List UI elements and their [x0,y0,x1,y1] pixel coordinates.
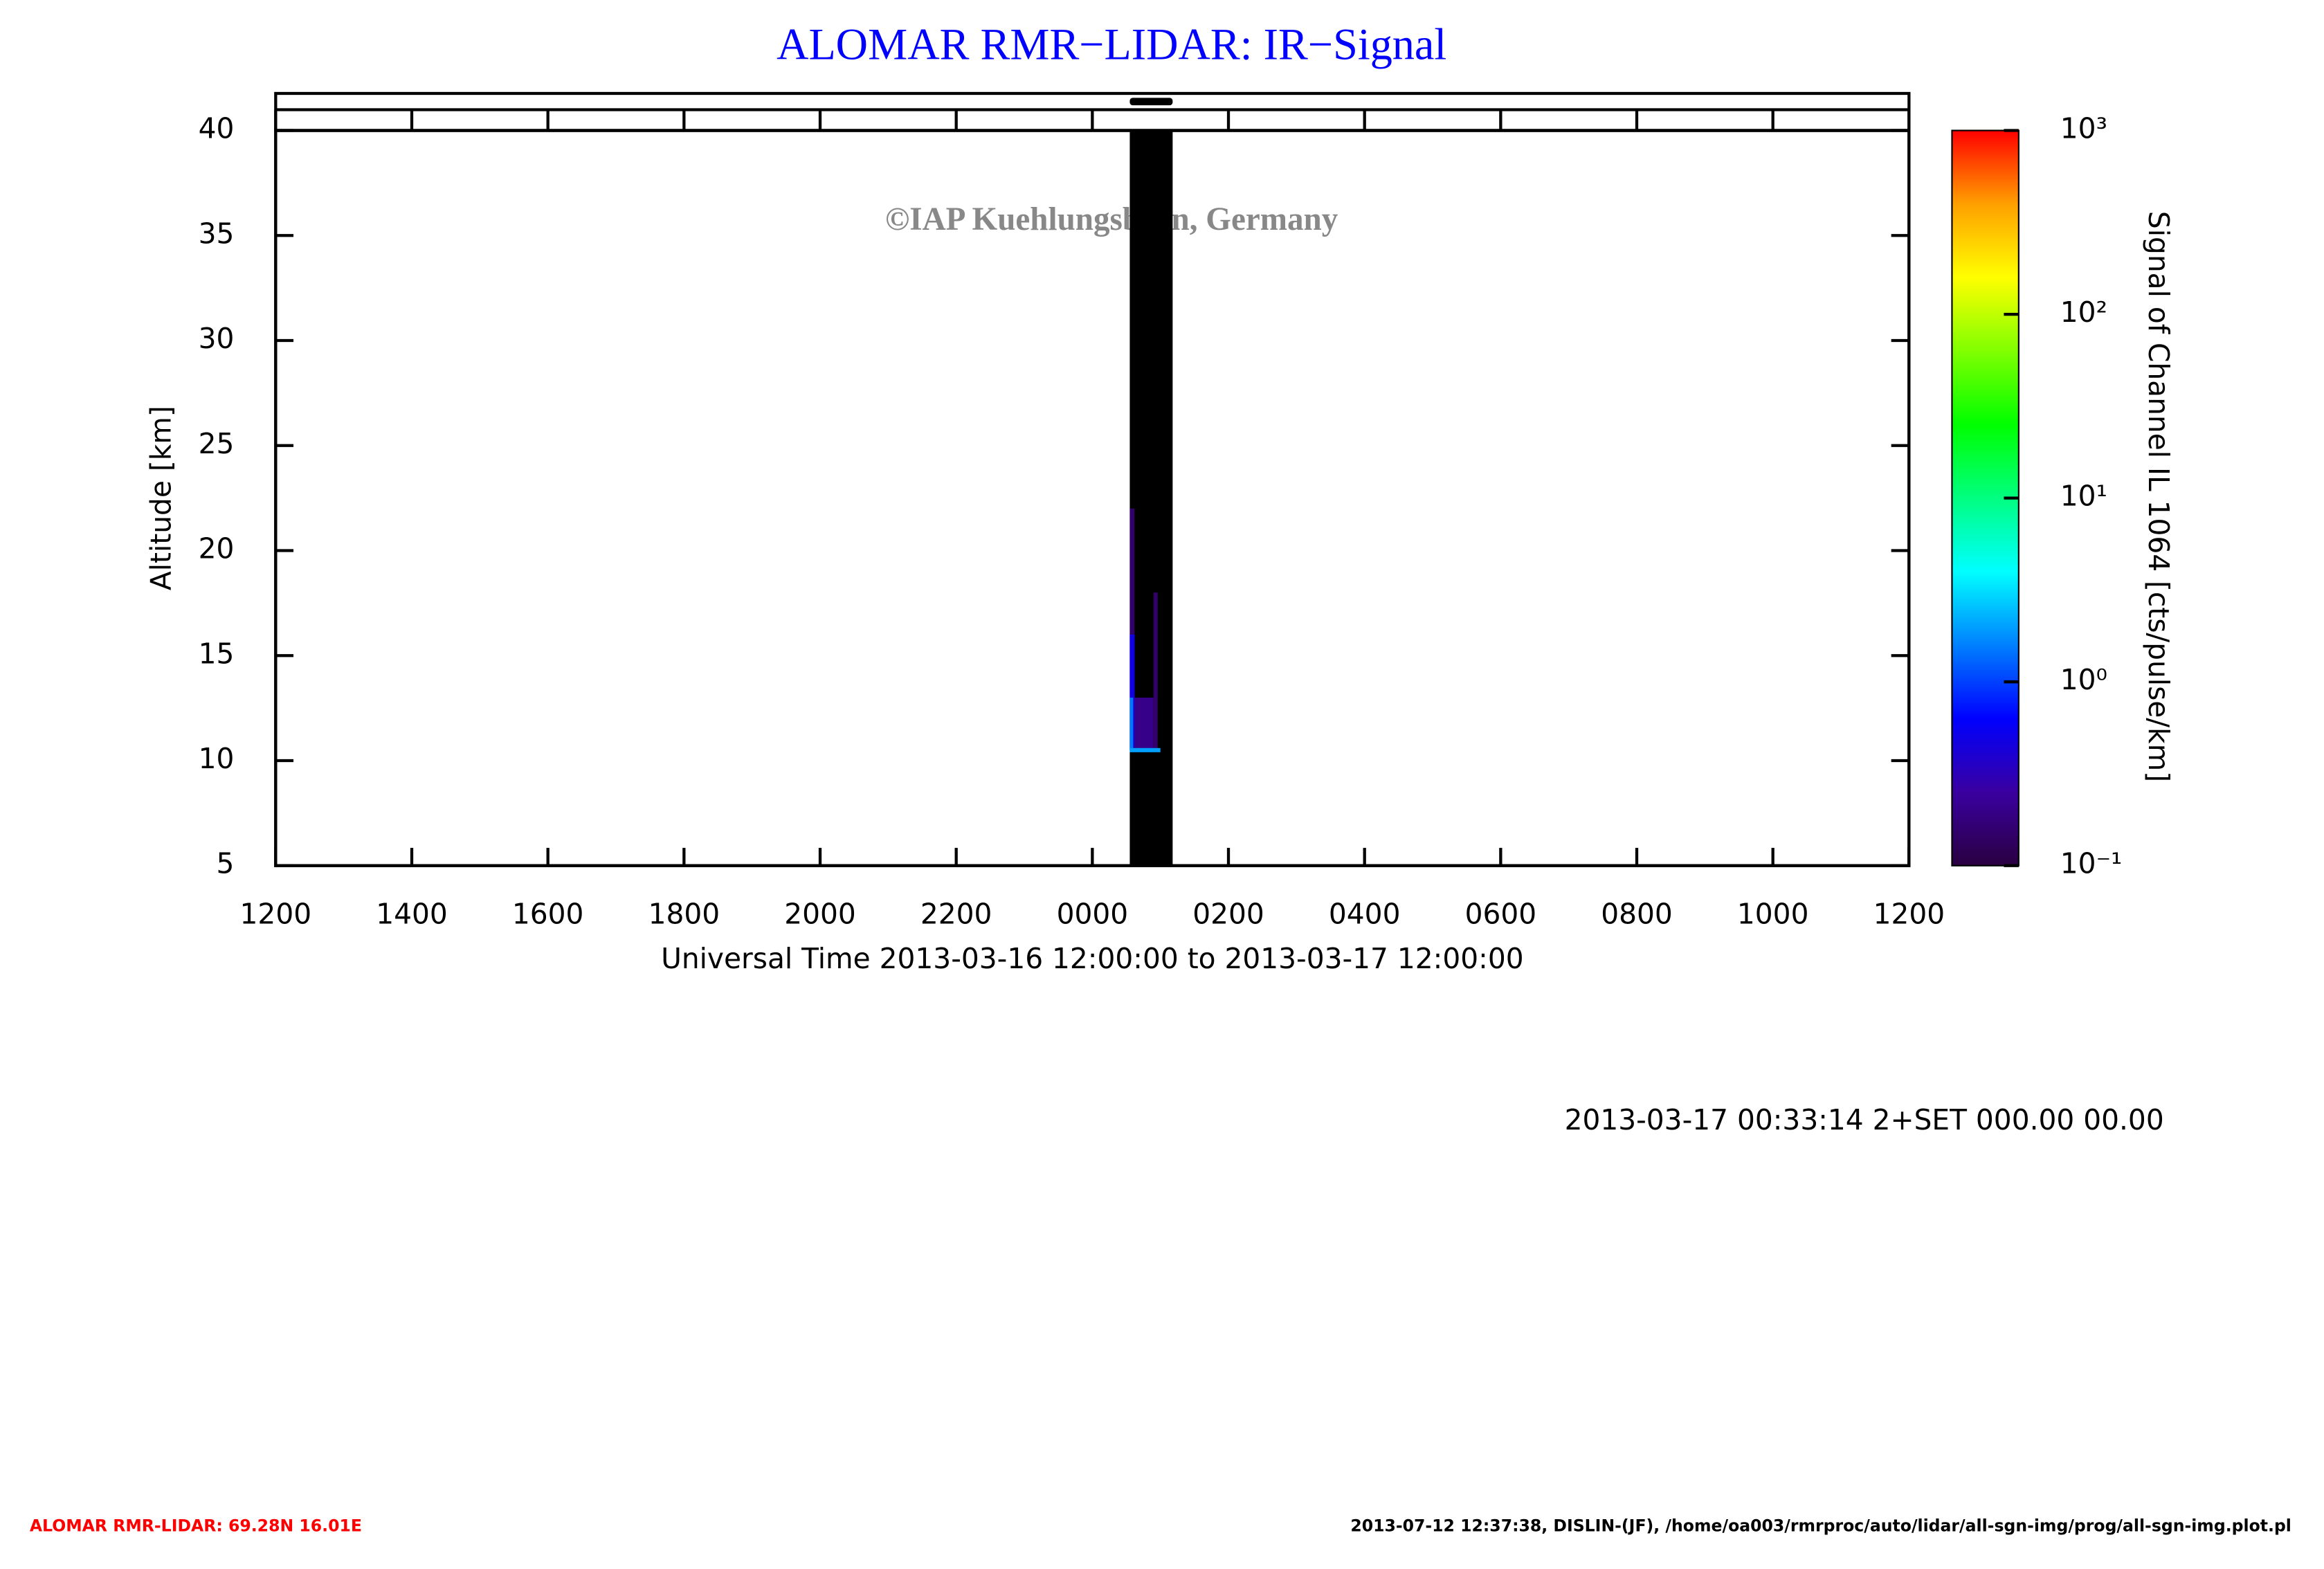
x-tick-label: 2000 [784,898,856,931]
y-tick-label: 40 [199,112,235,145]
colorbar-tick-label: 10⁻¹ [2060,847,2123,880]
colorbar-tick-label: 10⁰ [2060,663,2107,696]
x-axis-label: Universal Time 2013-03-16 12:00:00 to 20… [661,942,1524,975]
y-tick-label: 25 [199,427,235,460]
chart-title: ALOMAR RMR−LIDAR: IR−Signal [777,19,1446,69]
signal-cell [1129,747,1161,752]
y-tick-label: 20 [199,532,235,565]
measurement-window [1129,130,1173,866]
signal-cell [1134,697,1154,750]
signal-cell [1129,634,1135,750]
y-tick-label: 15 [199,637,235,670]
x-tick-label: 1200 [1873,898,1945,931]
x-tick-label: 1600 [512,898,584,931]
colorbar-label: Signal of Channel IL 1064 [cts/pulse/km] [2142,211,2175,782]
y-tick-label: 35 [199,217,235,250]
x-tick-label: 0600 [1465,898,1537,931]
y-tick-label: 10 [199,742,235,775]
signal-cell [1129,508,1135,750]
x-tick-label: 1800 [648,898,720,931]
plot-info: 2013-07-12 12:37:38, DISLIN-(JF), /home/… [1350,1516,2291,1535]
colorbar-tick-label: 10³ [2060,112,2107,145]
signal-cell [1129,697,1134,750]
x-tick-label: 1200 [240,898,312,931]
watermark: ©IAP Kuehlungsborn, Germany [885,201,1338,237]
timestamp: 2013-03-17 00:33:14 2+SET 000.00 00.00 [1565,1103,2164,1136]
plot-frame [274,129,1911,867]
x-tick-label: 1000 [1737,898,1809,931]
x-tick-label: 0800 [1601,898,1673,931]
x-tick-label: 0400 [1329,898,1401,931]
x-tick-label: 2200 [920,898,992,931]
colorbar-tick-label: 10² [2060,296,2107,329]
measurement-marker [1129,98,1173,106]
y-tick-label: 30 [199,322,235,355]
colorbar-tick-label: 10¹ [2060,480,2107,513]
station-info: ALOMAR RMR-LIDAR: 69.28N 16.01E [30,1516,362,1535]
y-tick-label: 5 [216,847,234,880]
x-tick-label: 0000 [1057,898,1129,931]
x-tick-label: 1400 [376,898,448,931]
x-tick-label: 0200 [1192,898,1264,931]
signal-cell [1153,592,1158,750]
plot-frame-overlay [274,129,1911,867]
y-axis-label: Altitude [km] [145,406,178,590]
